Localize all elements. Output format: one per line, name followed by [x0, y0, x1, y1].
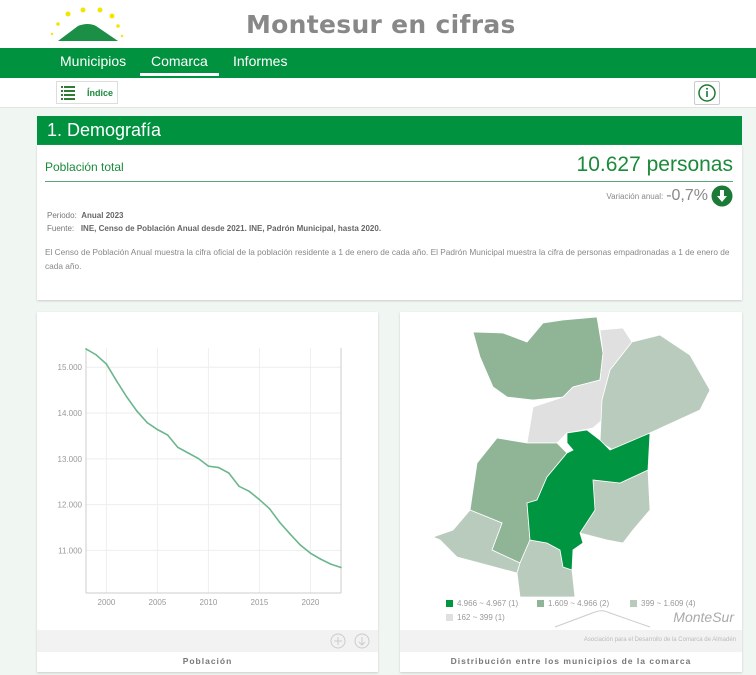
y-tick-label: 12.000 — [58, 501, 83, 510]
legend-item[interactable]: 4.966 ~ 4.967 (1) — [446, 599, 518, 608]
data-point — [187, 452, 189, 454]
info-icon — [698, 84, 716, 102]
source-value: INE, Censo de Población Anual desde 2021… — [80, 224, 382, 233]
indicator-card: Población total 10.627 personas Variació… — [37, 145, 742, 300]
legend-label: 4.966 ~ 4.967 (1) — [457, 599, 519, 608]
download-icon[interactable] — [354, 633, 370, 649]
montesur-logo[interactable] — [48, 4, 126, 44]
data-point — [268, 507, 271, 510]
data-point — [105, 363, 108, 365]
index-button[interactable]: Índice — [56, 81, 118, 104]
list-icon — [61, 86, 75, 100]
data-point — [319, 558, 322, 560]
data-point — [330, 563, 332, 565]
nav-municipios[interactable]: Municipios — [60, 53, 127, 69]
x-tick-label: 2015 — [251, 598, 269, 607]
data-point — [238, 485, 240, 488]
chart-panel: 11.000 12.000 13.000 14.000 15.000 2000 2005 20… — [37, 312, 378, 672]
map-panel: 4.966 ~ 4.967 (1) 1.609 ~ 4.966 (2) 399 … — [400, 312, 742, 672]
data-point — [115, 380, 118, 382]
x-tick-label: 2020 — [302, 598, 320, 607]
legend-item[interactable]: 399 ~ 1.609 (4) — [630, 599, 695, 608]
period: Periodo: Anual 2023 — [47, 211, 124, 220]
data-point — [289, 533, 291, 535]
plus-circle-icon[interactable] — [330, 633, 346, 649]
legend-label: 399 ~ 1.609 (4) — [641, 599, 696, 608]
x-tick-label: 2005 — [149, 598, 167, 607]
annual-variation: Variación anual: -0,7% — [606, 185, 733, 207]
info-button[interactable] — [694, 81, 720, 105]
data-point — [309, 552, 312, 554]
chart-toolbar — [37, 630, 378, 652]
y-tick-label: 11.000 — [58, 546, 82, 555]
source: Fuente: INE, Censo de Población Anual de… — [47, 224, 381, 233]
data-point — [228, 472, 230, 474]
x-tick-label: 2000 — [98, 598, 116, 607]
section-header: 1. Demografía — [37, 116, 742, 145]
variation-label: Variación anual: — [606, 191, 664, 201]
main-nav: Municipios Comarca Informes — [0, 48, 756, 78]
data-point — [177, 446, 179, 449]
data-point — [95, 354, 97, 356]
montesur-watermark — [554, 610, 651, 628]
data-point — [85, 348, 87, 350]
nav-informes[interactable]: Informes — [233, 53, 288, 69]
y-tick-label: 15.000 — [58, 363, 83, 372]
indicator-label: Población total — [45, 160, 124, 174]
data-point — [166, 434, 169, 436]
y-tick-label: 13.000 — [58, 455, 83, 464]
data-point — [136, 410, 138, 412]
data-point — [258, 498, 261, 501]
site-header: Montesur en cifras — [0, 0, 756, 48]
period-label: Periodo: — [47, 211, 77, 220]
population-line-chart[interactable]: 11.000 12.000 13.000 14.000 15.000 2000 2005 20… — [37, 312, 378, 612]
watermark-subtitle: Asociación para el Desarrollo de la Coma… — [583, 637, 736, 643]
legend-label: 1.609 ~ 4.966 (2) — [548, 599, 610, 608]
data-point — [207, 465, 210, 467]
map-caption: Distribución entre los municipios de la … — [450, 656, 692, 666]
indicator-value: 10.627 personas — [576, 153, 733, 176]
page-title: Montesur en cifras — [246, 10, 516, 39]
period-value: Anual 2023 — [81, 211, 124, 220]
data-point — [146, 421, 148, 424]
population-series-line — [85, 348, 342, 569]
legend-label: 162 ~ 399 (1) — [457, 613, 505, 622]
map-region[interactable] — [526, 429, 651, 571]
data-point — [279, 521, 281, 524]
watermark-text: MonteSur — [673, 609, 734, 625]
map-region[interactable] — [599, 334, 711, 451]
municipality-map[interactable] — [400, 312, 742, 612]
data-point — [197, 457, 199, 460]
data-point — [248, 490, 250, 493]
data-point — [126, 396, 128, 398]
description: El Censo de Población Anual muestra la c… — [45, 247, 730, 271]
data-point — [299, 544, 302, 546]
index-label: Índice — [87, 88, 114, 98]
map-region[interactable] — [431, 509, 521, 574]
arrow-down-circle-icon — [711, 185, 733, 207]
map-toolbar: Asociación para el Desarrollo de la Coma… — [400, 630, 742, 652]
nav-comarca[interactable]: Comarca — [140, 53, 219, 76]
divider — [45, 181, 733, 182]
y-tick-label: 14.000 — [58, 409, 83, 418]
data-point — [217, 466, 220, 469]
toolbar: Índice — [0, 78, 756, 108]
variation-value: -0,7% — [666, 187, 708, 204]
legend-item[interactable]: 1.609 ~ 4.966 (2) — [537, 599, 609, 608]
legend-item[interactable]: 162 ~ 399 (1) — [446, 613, 505, 622]
x-tick-label: 2010 — [200, 598, 218, 607]
chart-caption: Población — [182, 656, 233, 666]
source-label: Fuente: — [47, 224, 75, 233]
data-point — [340, 566, 342, 569]
data-point — [156, 428, 159, 431]
